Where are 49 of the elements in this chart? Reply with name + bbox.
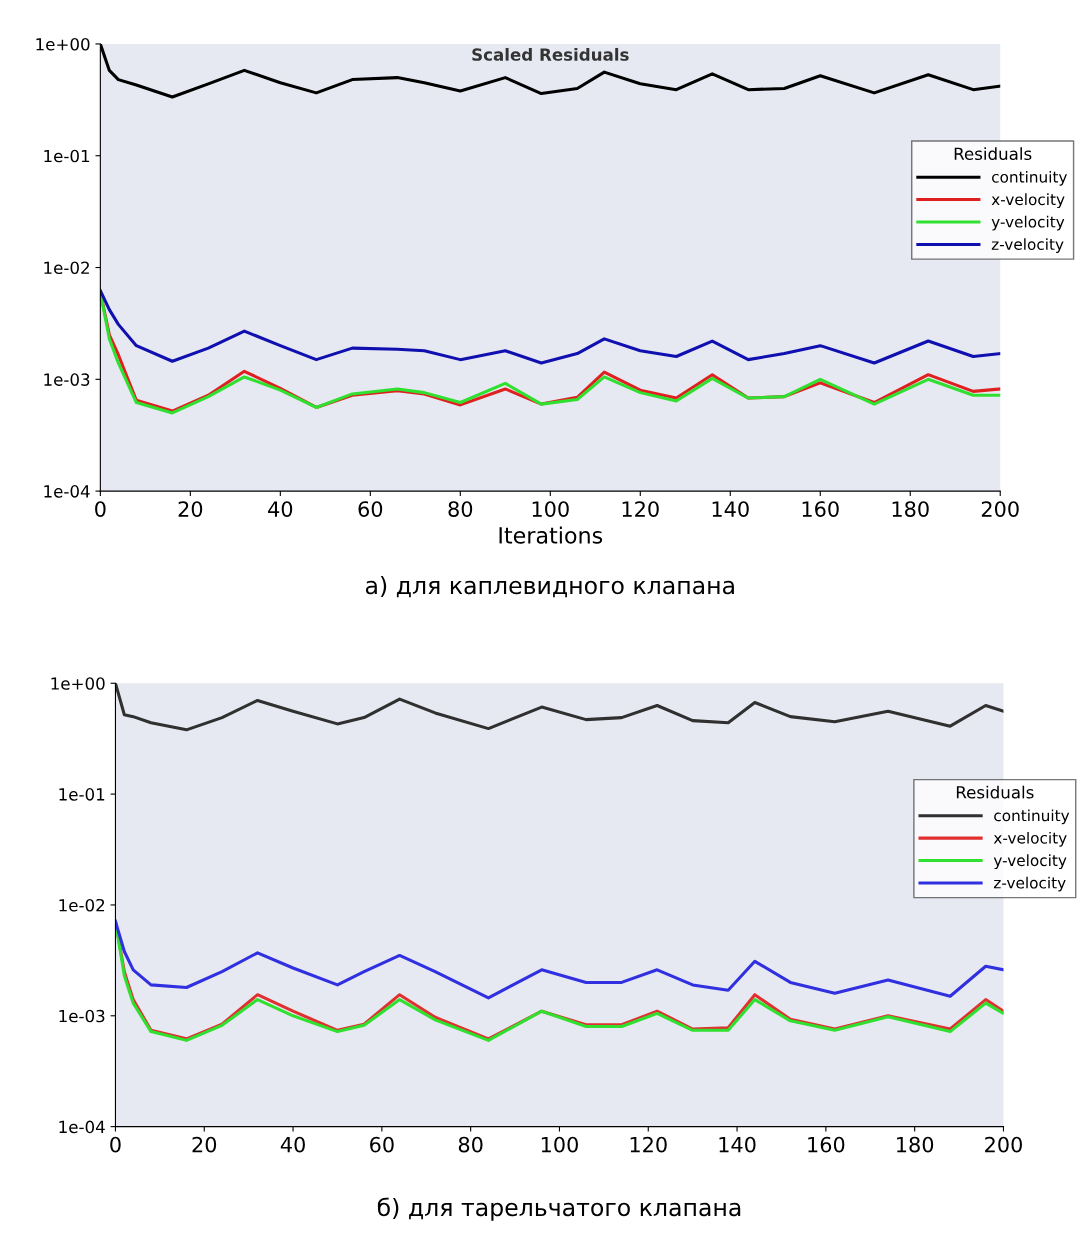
y-tick-label: 1e+00 (36, 37, 90, 51)
y-tick-label: 1e+00 (51, 677, 105, 690)
legend-label: x-velocity (993, 831, 1067, 847)
x-tick-label: 200 (981, 501, 1019, 517)
x-tick-label: 140 (712, 501, 749, 517)
x-tick-label: 20 (192, 1136, 217, 1153)
x-tick-label: 180 (892, 501, 929, 517)
y-tick-label: 1e-04 (59, 1120, 105, 1134)
text: б) для тарельчатого клапана (377, 1197, 741, 1221)
legend-label: continuity (994, 809, 1070, 825)
x-tick-label: 80 (448, 501, 473, 517)
x-axis-title: Iterations (499, 526, 603, 544)
x-tick-label: 160 (808, 1136, 845, 1153)
legend-label: z-velocity (993, 876, 1066, 892)
legend-title: Residuals (956, 785, 1034, 799)
y-tick-label: 1e-03 (59, 1009, 105, 1023)
chart-title: Scaled Residuals (472, 47, 629, 61)
legend-label: y-velocity (993, 854, 1067, 870)
x-tick-label: 0 (95, 501, 106, 517)
y-tick-label: 1e-02 (44, 261, 89, 275)
y-tick-label: 1e-01 (59, 788, 105, 801)
legend-title: Residuals (954, 147, 1032, 161)
x-tick-label: 60 (370, 1136, 394, 1153)
x-tick-label: 40 (280, 1136, 305, 1153)
x-tick-label: 180 (897, 1136, 934, 1153)
y-tick-label: 1e-02 (59, 898, 105, 912)
line-series (115, 919, 1004, 1000)
x-tick-label: 120 (622, 501, 659, 517)
x-tick-label: 160 (802, 501, 839, 517)
x-tick-label: 100 (541, 1136, 578, 1153)
legend-label: z-velocity (991, 238, 1064, 253)
x-tick-label: 80 (458, 1136, 483, 1153)
legend-label: x-velocity (991, 193, 1065, 209)
x-tick-label: 40 (268, 501, 293, 517)
x-tick-label: 140 (719, 1136, 756, 1153)
x-tick-label: 60 (358, 501, 383, 517)
x-tick-label: 20 (178, 501, 203, 517)
line-series (100, 289, 1001, 365)
x-tick-label: 0 (110, 1136, 121, 1153)
x-tick-label: 120 (630, 1136, 667, 1153)
legend-label: continuity (992, 170, 1068, 186)
x-tick-label: 200 (985, 1136, 1022, 1153)
text: а) для каплевидного клапана (365, 576, 734, 598)
y-tick-label: 1e-03 (44, 373, 90, 386)
x-tick-label: 100 (532, 501, 569, 517)
y-tick-label: 1e-04 (44, 485, 90, 498)
line-series (115, 683, 1004, 732)
legend-label: y-velocity (991, 215, 1065, 231)
y-tick-label: 1e-01 (44, 149, 90, 163)
